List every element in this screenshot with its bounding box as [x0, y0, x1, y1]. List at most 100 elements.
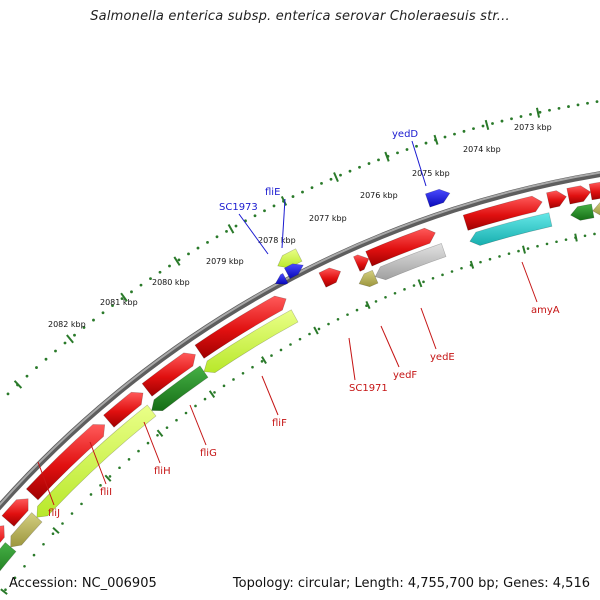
gene-label-flif: fliF: [272, 418, 287, 429]
ruler-lower-tick: [574, 233, 578, 242]
ruler-tick-label: 2082 kbp: [48, 320, 86, 329]
gene-leader-line: [238, 213, 269, 255]
ruler-dot: [168, 264, 171, 268]
ruler-dot: [158, 270, 162, 274]
ruler-dot: [187, 252, 190, 256]
gene-label-yedd: yedD: [392, 129, 418, 140]
ruler-dot-lower: [308, 332, 311, 336]
ruler-dot: [234, 224, 238, 228]
ruler-dot-lower: [593, 232, 596, 236]
genome-stats-text: Topology: circular; Length: 4,755,700 bp…: [232, 576, 590, 591]
ruler-lower-tick: [469, 260, 475, 269]
ruler-dot-lower: [99, 484, 102, 487]
forward-cds-feature: [462, 195, 543, 231]
ruler-dot: [576, 103, 580, 107]
gene-labels-group: SC1973 fliE yedD fliJ fliI fliH fliG fliF SC1971…: [48, 129, 560, 519]
ruler-dot: [291, 195, 295, 198]
ruler-lower-tick: [417, 279, 423, 288]
ruler-dot-lower: [13, 576, 17, 580]
ruler-dot-lower: [536, 244, 539, 248]
gene-label-flih: fliH: [154, 466, 171, 477]
gene-label-flii: fliI: [100, 487, 112, 498]
ruler-dot-lower: [545, 242, 549, 246]
small-cds-feature: [284, 263, 304, 280]
gene-leader-line: [261, 375, 279, 416]
ruler-dot-lower: [108, 475, 112, 478]
ruler-dot: [367, 162, 371, 165]
ruler-dot: [310, 186, 314, 190]
ruler-dot-lower: [441, 273, 444, 277]
ruler-dot-lower: [393, 291, 397, 295]
ruler-dot-lower: [555, 240, 558, 244]
ruler-dot-lower: [270, 354, 273, 357]
ruler-dot: [225, 229, 228, 233]
reverse-cds-feature: [570, 203, 595, 221]
ruler-dot-lower: [232, 378, 235, 381]
ruler-dot: [139, 283, 143, 287]
ruler-major-tick: [484, 119, 490, 131]
ruler-lower-tick: [52, 527, 60, 534]
ruler-dot-lower: [298, 337, 302, 341]
ruler-dot-lower: [80, 502, 83, 506]
ruler-dot-lower: [564, 238, 568, 241]
ruler-dot-lower: [488, 257, 492, 261]
ruler-dot-lower: [479, 260, 482, 264]
ruler-dot-lower: [213, 391, 216, 394]
gene-label-sc1971: SC1971: [349, 383, 388, 394]
genome-backbone-highlight: [0, 171, 600, 506]
reverse-cds-feature: [10, 512, 43, 548]
ruler-dot: [358, 165, 361, 169]
forward-cds-feature: [1, 498, 29, 527]
ruler-dot: [472, 127, 475, 131]
ruler-dot-lower: [336, 317, 340, 321]
ruler-dot: [206, 240, 209, 244]
ruler-dot: [73, 333, 76, 337]
forward-cds-feature: [353, 254, 370, 272]
ruler-dot: [462, 129, 466, 133]
gene-label-flie: fliE: [265, 187, 280, 198]
ruler-tick-label: 2079 kbp: [206, 257, 244, 266]
gene-label-yede: yedE: [430, 352, 455, 363]
ruler-dot: [6, 392, 10, 396]
ruler-dot-lower: [403, 288, 406, 291]
ruler-dot: [301, 190, 304, 194]
gene-leader-line: [37, 461, 55, 506]
ruler-dot: [329, 177, 333, 181]
ruler-dot-lower: [517, 249, 520, 253]
forward-cds-feature: [194, 295, 287, 359]
ruler-dot: [415, 144, 418, 148]
accession-text: Accession: NC_006905: [9, 576, 157, 591]
gene-label-yedf: yedF: [393, 370, 417, 381]
ruler-dot: [424, 141, 428, 145]
ruler-dot-lower: [156, 433, 159, 437]
ruler-major-tick: [227, 223, 235, 234]
ruler-dot-lower: [194, 404, 197, 408]
ruler-dot-lower: [289, 343, 292, 346]
ruler-dot: [529, 112, 532, 116]
ruler-dot: [519, 115, 523, 118]
ruler-tick-label: 2078 kbp: [258, 236, 296, 245]
forward-cds-feature: [103, 391, 144, 428]
ruler-tick-label: 2080 kbp: [152, 278, 190, 287]
ruler-tick-label: 2074 kbp: [463, 145, 501, 154]
gene-leader-line: [89, 441, 107, 485]
ruler-dot: [215, 235, 219, 239]
ruler-dot: [500, 119, 504, 123]
ruler-lower-tick: [522, 245, 526, 254]
ruler-dot-lower: [184, 411, 188, 415]
ruler-dot-lower: [583, 234, 587, 238]
ruler-dot-lower: [251, 365, 254, 369]
small-cds-feature: [425, 188, 451, 208]
ruler-dot: [44, 357, 48, 361]
reverse-cds-feature: [358, 269, 379, 288]
ruler-dot: [253, 214, 257, 218]
ruler-major-tick: [384, 151, 390, 162]
gene-leader-line: [281, 198, 286, 249]
ruler-dot-lower: [526, 247, 530, 250]
gene-leader-line: [348, 337, 356, 381]
forward-cds-feature: [546, 190, 567, 209]
ruler-dot-lower: [346, 313, 349, 316]
ruler-dot-lower: [165, 426, 169, 429]
ruler-dot-lower: [260, 360, 264, 363]
